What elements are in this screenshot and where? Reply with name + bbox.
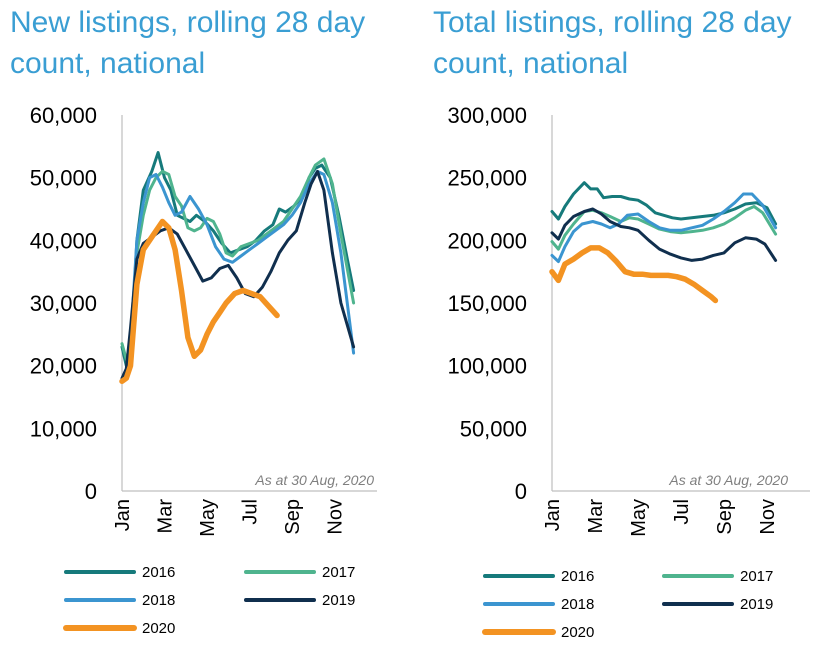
x-tick-label: Jan bbox=[112, 499, 134, 531]
y-tick-label: 30,000 bbox=[30, 291, 97, 316]
chart-title: New listings, rolling 28 day count, nati… bbox=[10, 6, 366, 80]
y-tick-label: 60,000 bbox=[30, 103, 97, 128]
series-line-2019 bbox=[550, 207, 778, 262]
series-line-2018 bbox=[550, 192, 778, 264]
y-tick-label: 300,000 bbox=[447, 103, 527, 128]
y-tick-label: 0 bbox=[85, 479, 97, 504]
y-tick-label: 50,000 bbox=[460, 416, 527, 441]
total-listings-chart: Total listings, rolling 28 day count, na… bbox=[415, 0, 821, 657]
legend-label-2017: 2017 bbox=[740, 568, 773, 585]
y-tick-label: 10,000 bbox=[30, 416, 97, 441]
legend-label-2020: 2020 bbox=[561, 624, 594, 641]
as-at-note: As at 30 Aug, 2020 bbox=[254, 472, 374, 488]
y-tick-label: 150,000 bbox=[447, 291, 527, 316]
x-tick-label: Jul bbox=[240, 499, 262, 525]
total-listings-plot: 300,000 250,000 200,000 150,000 100,000 50,00… bbox=[447, 103, 810, 641]
new-listings-plot: 60,000 50,000 40,000 30,000 20,000 10,000 0 Jan… bbox=[30, 103, 377, 637]
x-tick-label: Mar bbox=[585, 499, 607, 534]
y-tick-label: 100,000 bbox=[447, 354, 527, 379]
series-line-2017 bbox=[120, 157, 356, 361]
series-line-2020 bbox=[119, 218, 280, 385]
x-tick-label: Nov bbox=[757, 499, 779, 535]
y-tick-label: 200,000 bbox=[447, 228, 527, 253]
x-tick-label: Jan bbox=[542, 499, 564, 531]
legend-label-2018: 2018 bbox=[142, 592, 175, 609]
y-tick-label: 40,000 bbox=[30, 228, 97, 253]
legend-label-2019: 2019 bbox=[740, 596, 773, 613]
legend-label-2017: 2017 bbox=[322, 564, 355, 581]
as-at-note: As at 30 Aug, 2020 bbox=[668, 472, 788, 488]
x-tick-label: May bbox=[197, 499, 219, 537]
x-tick-label: Jul bbox=[671, 499, 693, 525]
legend-label-2016: 2016 bbox=[142, 564, 175, 581]
legend-label-2016: 2016 bbox=[561, 568, 594, 585]
legend-label-2019: 2019 bbox=[322, 592, 355, 609]
x-tick-label: May bbox=[628, 499, 650, 537]
y-tick-label: 0 bbox=[515, 479, 527, 504]
series-line-2020 bbox=[549, 245, 719, 304]
y-tick-label: 20,000 bbox=[30, 354, 97, 379]
x-tick-label: Sep bbox=[714, 499, 736, 535]
legend-label-2020: 2020 bbox=[142, 620, 175, 637]
series-line-2019 bbox=[120, 169, 356, 380]
x-tick-label: Mar bbox=[155, 499, 177, 534]
chart-title: Total listings, rolling 28 day count, na… bbox=[433, 6, 792, 80]
legend-label-2018: 2018 bbox=[561, 596, 594, 613]
y-tick-label: 50,000 bbox=[30, 166, 97, 191]
series-line-2018 bbox=[120, 169, 356, 383]
series-line-2016 bbox=[550, 181, 778, 226]
y-tick-label: 250,000 bbox=[447, 166, 527, 191]
x-tick-label: Nov bbox=[325, 499, 347, 535]
x-tick-label: Sep bbox=[282, 499, 304, 535]
new-listings-chart: New listings, rolling 28 day count, nati… bbox=[10, 6, 377, 637]
